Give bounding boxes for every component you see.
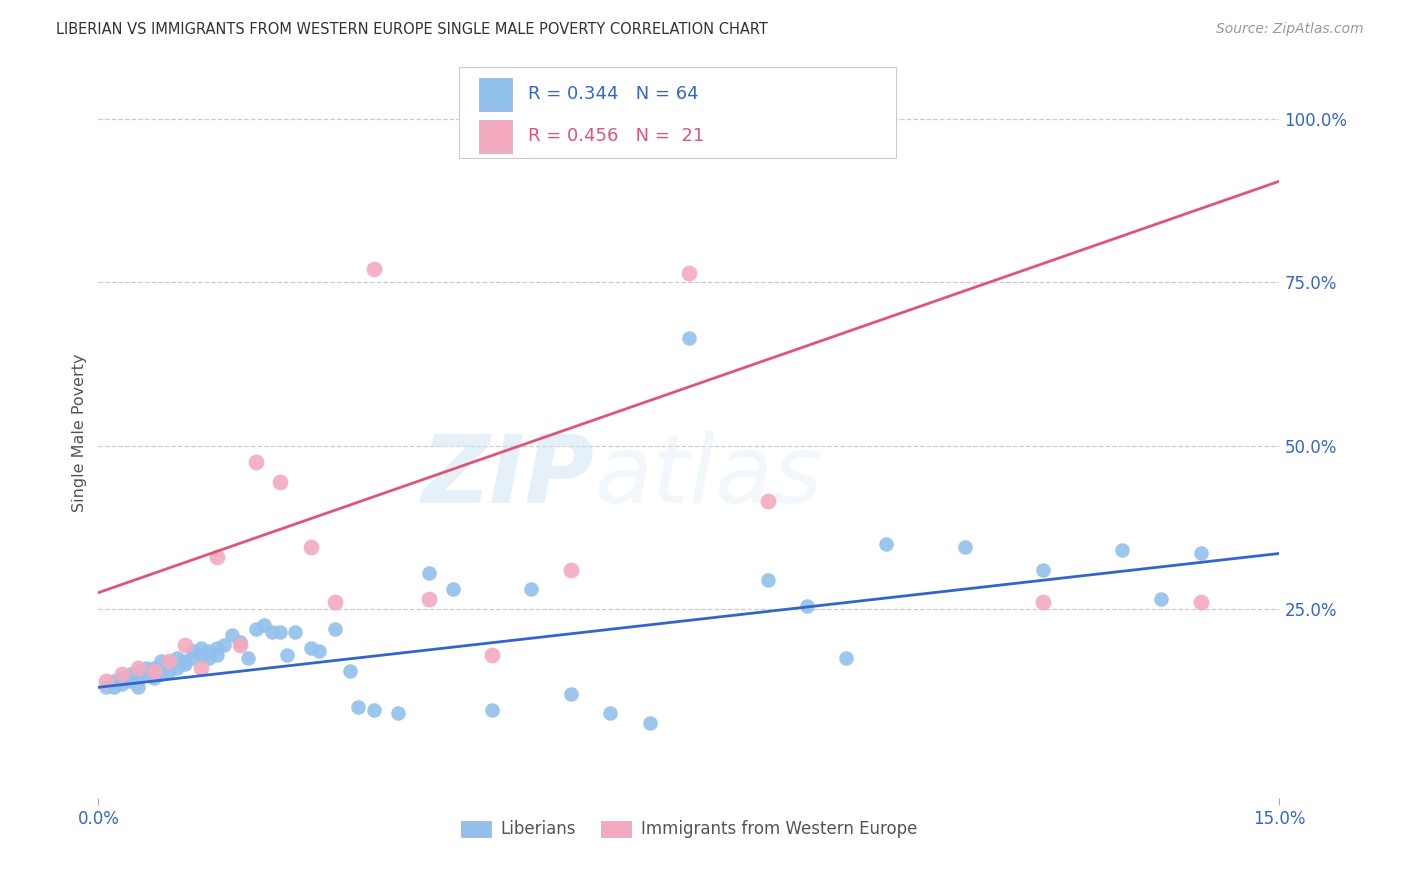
Point — [166, 661, 188, 675]
Point — [756, 494, 779, 508]
Point — [127, 671, 149, 685]
Point — [796, 599, 818, 613]
Point — [441, 582, 464, 597]
Point — [205, 648, 228, 662]
Point — [205, 641, 228, 656]
Point — [205, 549, 228, 564]
Point — [678, 331, 700, 345]
Point — [481, 648, 503, 662]
Point — [214, 638, 236, 652]
Text: atlas: atlas — [595, 431, 823, 522]
Point — [127, 681, 149, 695]
Point — [323, 622, 346, 636]
Point — [678, 266, 700, 280]
Point — [190, 661, 212, 675]
Point — [520, 582, 543, 597]
Point — [174, 657, 197, 672]
Point — [339, 664, 361, 678]
Point — [127, 661, 149, 675]
Point — [1032, 595, 1054, 609]
Point — [197, 651, 219, 665]
Point — [157, 657, 180, 672]
Point — [174, 654, 197, 668]
Point — [96, 681, 118, 695]
Point — [284, 624, 307, 639]
Point — [1189, 546, 1212, 560]
Point — [157, 664, 180, 678]
Point — [157, 654, 180, 668]
Text: R = 0.344   N = 64: R = 0.344 N = 64 — [529, 85, 699, 103]
Point — [111, 671, 134, 685]
Point — [135, 667, 157, 681]
Point — [174, 638, 197, 652]
Point — [1111, 543, 1133, 558]
Point — [245, 622, 267, 636]
Point — [347, 699, 370, 714]
Legend: Liberians, Immigrants from Western Europe: Liberians, Immigrants from Western Europ… — [454, 814, 924, 845]
Text: ZIP: ZIP — [422, 431, 595, 523]
Point — [166, 651, 188, 665]
Point — [111, 677, 134, 691]
Point — [111, 667, 134, 681]
Point — [599, 706, 621, 721]
Text: LIBERIAN VS IMMIGRANTS FROM WESTERN EUROPE SINGLE MALE POVERTY CORRELATION CHART: LIBERIAN VS IMMIGRANTS FROM WESTERN EURO… — [56, 22, 768, 37]
Point — [418, 566, 440, 580]
Point — [253, 618, 276, 632]
Point — [323, 595, 346, 609]
Point — [142, 664, 165, 678]
Point — [953, 540, 976, 554]
Point — [1150, 592, 1173, 607]
Point — [269, 624, 291, 639]
Point — [308, 644, 330, 658]
Point — [142, 671, 165, 685]
Point — [190, 648, 212, 662]
Point — [150, 667, 173, 681]
Point — [118, 667, 141, 681]
Point — [190, 641, 212, 656]
Text: R = 0.456   N =  21: R = 0.456 N = 21 — [529, 128, 704, 145]
Point — [135, 661, 157, 675]
Point — [96, 673, 118, 688]
Point — [118, 673, 141, 688]
Point — [418, 592, 440, 607]
Point — [269, 475, 291, 489]
Point — [835, 651, 858, 665]
Point — [103, 681, 125, 695]
Point — [560, 563, 582, 577]
Point — [127, 664, 149, 678]
Point — [756, 573, 779, 587]
Point — [181, 651, 204, 665]
Point — [299, 540, 322, 554]
Point — [103, 673, 125, 688]
Point — [1189, 595, 1212, 609]
Point — [229, 638, 252, 652]
Point — [197, 644, 219, 658]
Y-axis label: Single Male Poverty: Single Male Poverty — [72, 353, 87, 512]
Point — [260, 624, 283, 639]
Point — [142, 661, 165, 675]
Point — [363, 262, 385, 277]
Text: Source: ZipAtlas.com: Source: ZipAtlas.com — [1216, 22, 1364, 37]
Point — [481, 703, 503, 717]
Point — [221, 628, 243, 642]
Point — [638, 716, 661, 731]
FancyBboxPatch shape — [458, 67, 896, 159]
Point — [387, 706, 409, 721]
Point — [229, 634, 252, 648]
Point — [181, 644, 204, 658]
Point — [299, 641, 322, 656]
Point — [875, 536, 897, 550]
Point — [150, 654, 173, 668]
Point — [245, 455, 267, 469]
FancyBboxPatch shape — [478, 78, 512, 111]
Point — [1032, 563, 1054, 577]
Point — [363, 703, 385, 717]
FancyBboxPatch shape — [478, 120, 512, 153]
Point — [236, 651, 259, 665]
Point — [560, 687, 582, 701]
Point — [276, 648, 298, 662]
